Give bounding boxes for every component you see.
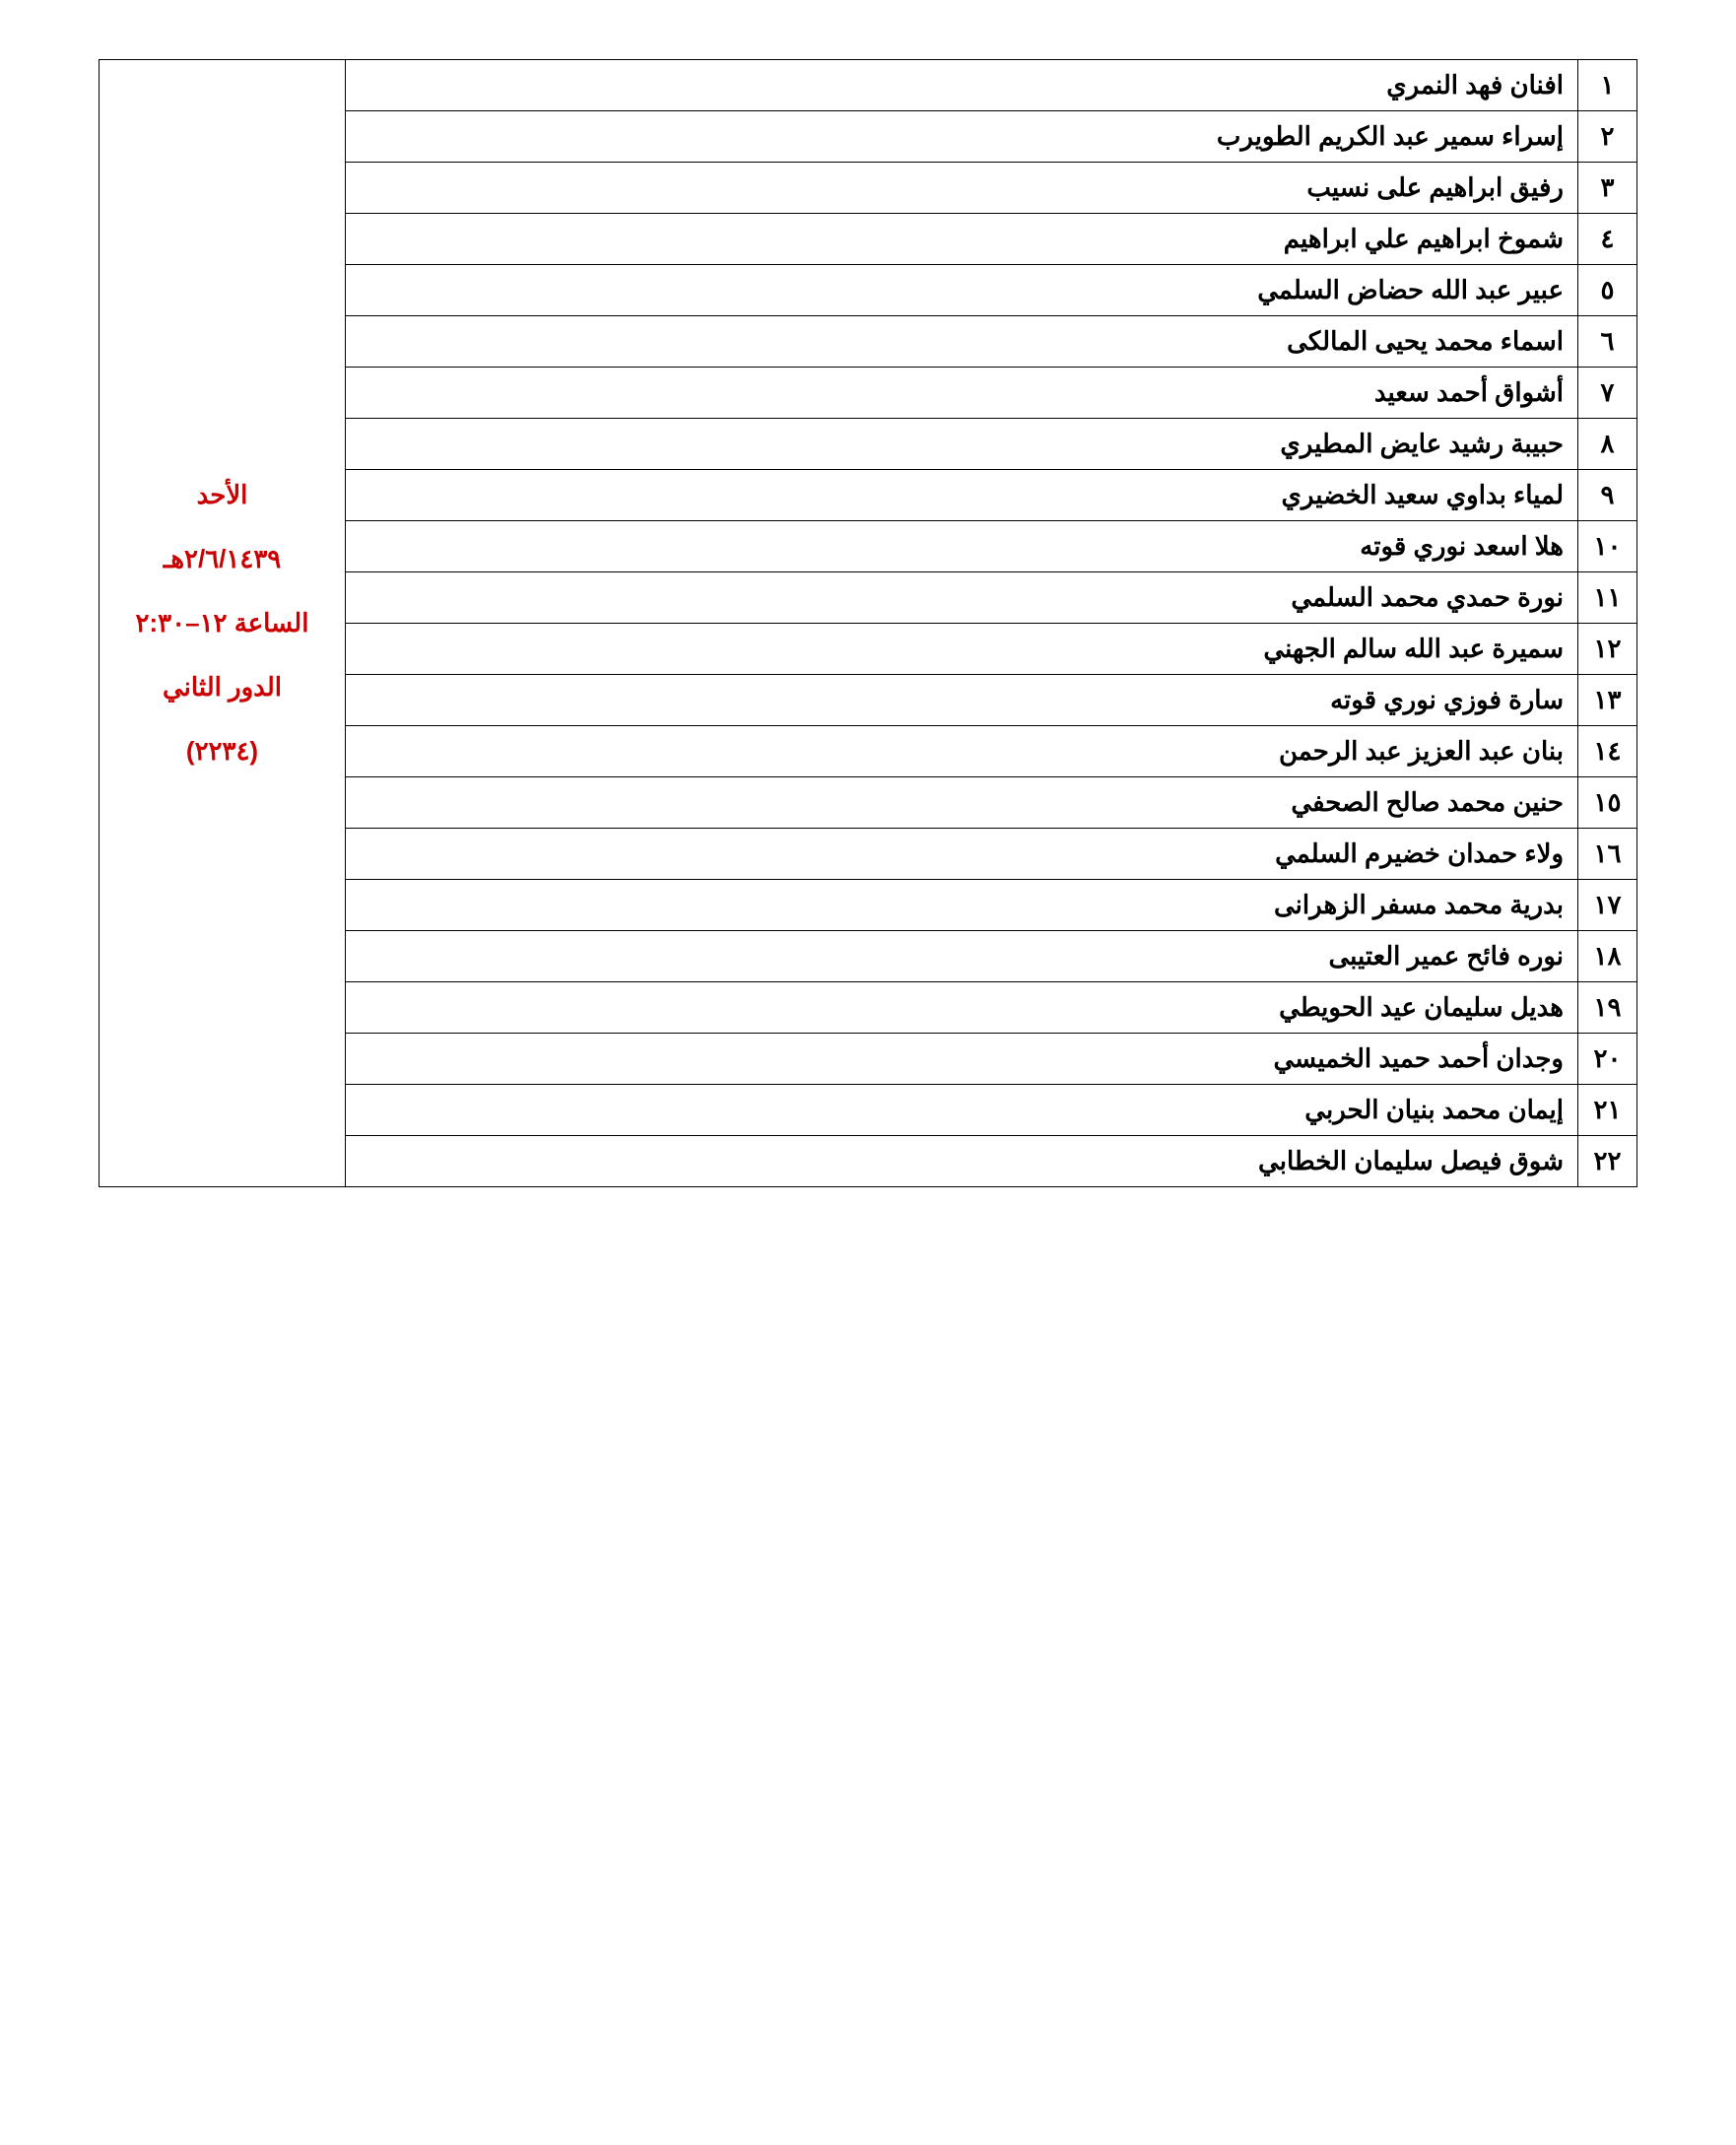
student-name: إسراء سمير عبد الكريم الطويرب (346, 111, 1578, 163)
student-name: عبير عبد الله حضاض السلمي (346, 265, 1578, 316)
row-number: ١٦ (1578, 829, 1637, 880)
student-name: اسماء محمد يحيى المالكى (346, 316, 1578, 368)
schedule-day: الأحد (113, 467, 331, 523)
row-number: ١٨ (1578, 931, 1637, 982)
schedule-table-container: ١افنان فهد النمري الأحد ٢/٦/١٤٣٩هـ الساعة ١… (99, 59, 1637, 1187)
row-number: ١٩ (1578, 982, 1637, 1034)
student-name: سميرة عبد الله سالم الجهني (346, 624, 1578, 675)
student-name: أشواق أحمد سعيد (346, 368, 1578, 419)
table-row: ١افنان فهد النمريالأحد٢/٦/١٤٣٩هـالساعة ١… (100, 60, 1637, 111)
row-number: ١ (1578, 60, 1637, 111)
row-number: ١٥ (1578, 777, 1637, 829)
student-name: نوره فائح عمير العتيبى (346, 931, 1578, 982)
student-name: إيمان محمد بنيان الحربي (346, 1085, 1578, 1136)
student-name: شموخ ابراهيم علي ابراهيم (346, 214, 1578, 265)
row-number: ١٢ (1578, 624, 1637, 675)
student-name: لمياء بداوي سعيد الخضيري (346, 470, 1578, 521)
row-number: ١٧ (1578, 880, 1637, 931)
schedule-floor: الدور الثاني (113, 659, 331, 715)
row-number: ١٣ (1578, 675, 1637, 726)
row-number: ١٤ (1578, 726, 1637, 777)
student-name: افنان فهد النمري (346, 60, 1578, 111)
row-number: ٥ (1578, 265, 1637, 316)
row-number: ٤ (1578, 214, 1637, 265)
row-number: ٢ (1578, 111, 1637, 163)
schedule-time: الساعة ١٢–٢:٣٠ (113, 595, 331, 651)
student-name: حنين محمد صالح الصحفي (346, 777, 1578, 829)
student-name: هلا اسعد نوري قوته (346, 521, 1578, 572)
student-name: نورة حمدي محمد السلمي (346, 572, 1578, 624)
student-name: رفيق ابراهيم على نسيب (346, 163, 1578, 214)
row-number: ٩ (1578, 470, 1637, 521)
row-number: ١١ (1578, 572, 1637, 624)
row-number: ٦ (1578, 316, 1637, 368)
row-number: ٢٢ (1578, 1136, 1637, 1187)
row-number: ١٠ (1578, 521, 1637, 572)
row-number: ٣ (1578, 163, 1637, 214)
row-number: ٨ (1578, 419, 1637, 470)
student-name: سارة فوزي نوري قوته (346, 675, 1578, 726)
row-number: ٢٠ (1578, 1034, 1637, 1085)
schedule-table: ١افنان فهد النمري الأحد ٢/٦/١٤٣٩هـ الساعة ١… (99, 59, 1637, 1187)
student-name: حبيبة رشيد عايض المطيري (346, 419, 1578, 470)
schedule-room: (٢٢٣٤) (113, 723, 331, 779)
schedule-info-cell: الأحد ٢/٦/١٤٣٩هـ الساعة ١٢–٢:٣٠ الدور الثان… (100, 60, 346, 1187)
student-name: بنان عبد العزيز عبد الرحمن (346, 726, 1578, 777)
student-name: ولاء حمدان خضيرم السلمي (346, 829, 1578, 880)
student-name: هديل سليمان عيد الحويطي (346, 982, 1578, 1034)
student-name: وجدان أحمد حميد الخميسي (346, 1034, 1578, 1085)
student-name: شوق فيصل سليمان الخطابي (346, 1136, 1578, 1187)
schedule-date: ٢/٦/١٤٣٩هـ (113, 531, 331, 587)
row-number: ٧ (1578, 368, 1637, 419)
student-name: بدرية محمد مسفر الزهرانى (346, 880, 1578, 931)
row-number: ٢١ (1578, 1085, 1637, 1136)
